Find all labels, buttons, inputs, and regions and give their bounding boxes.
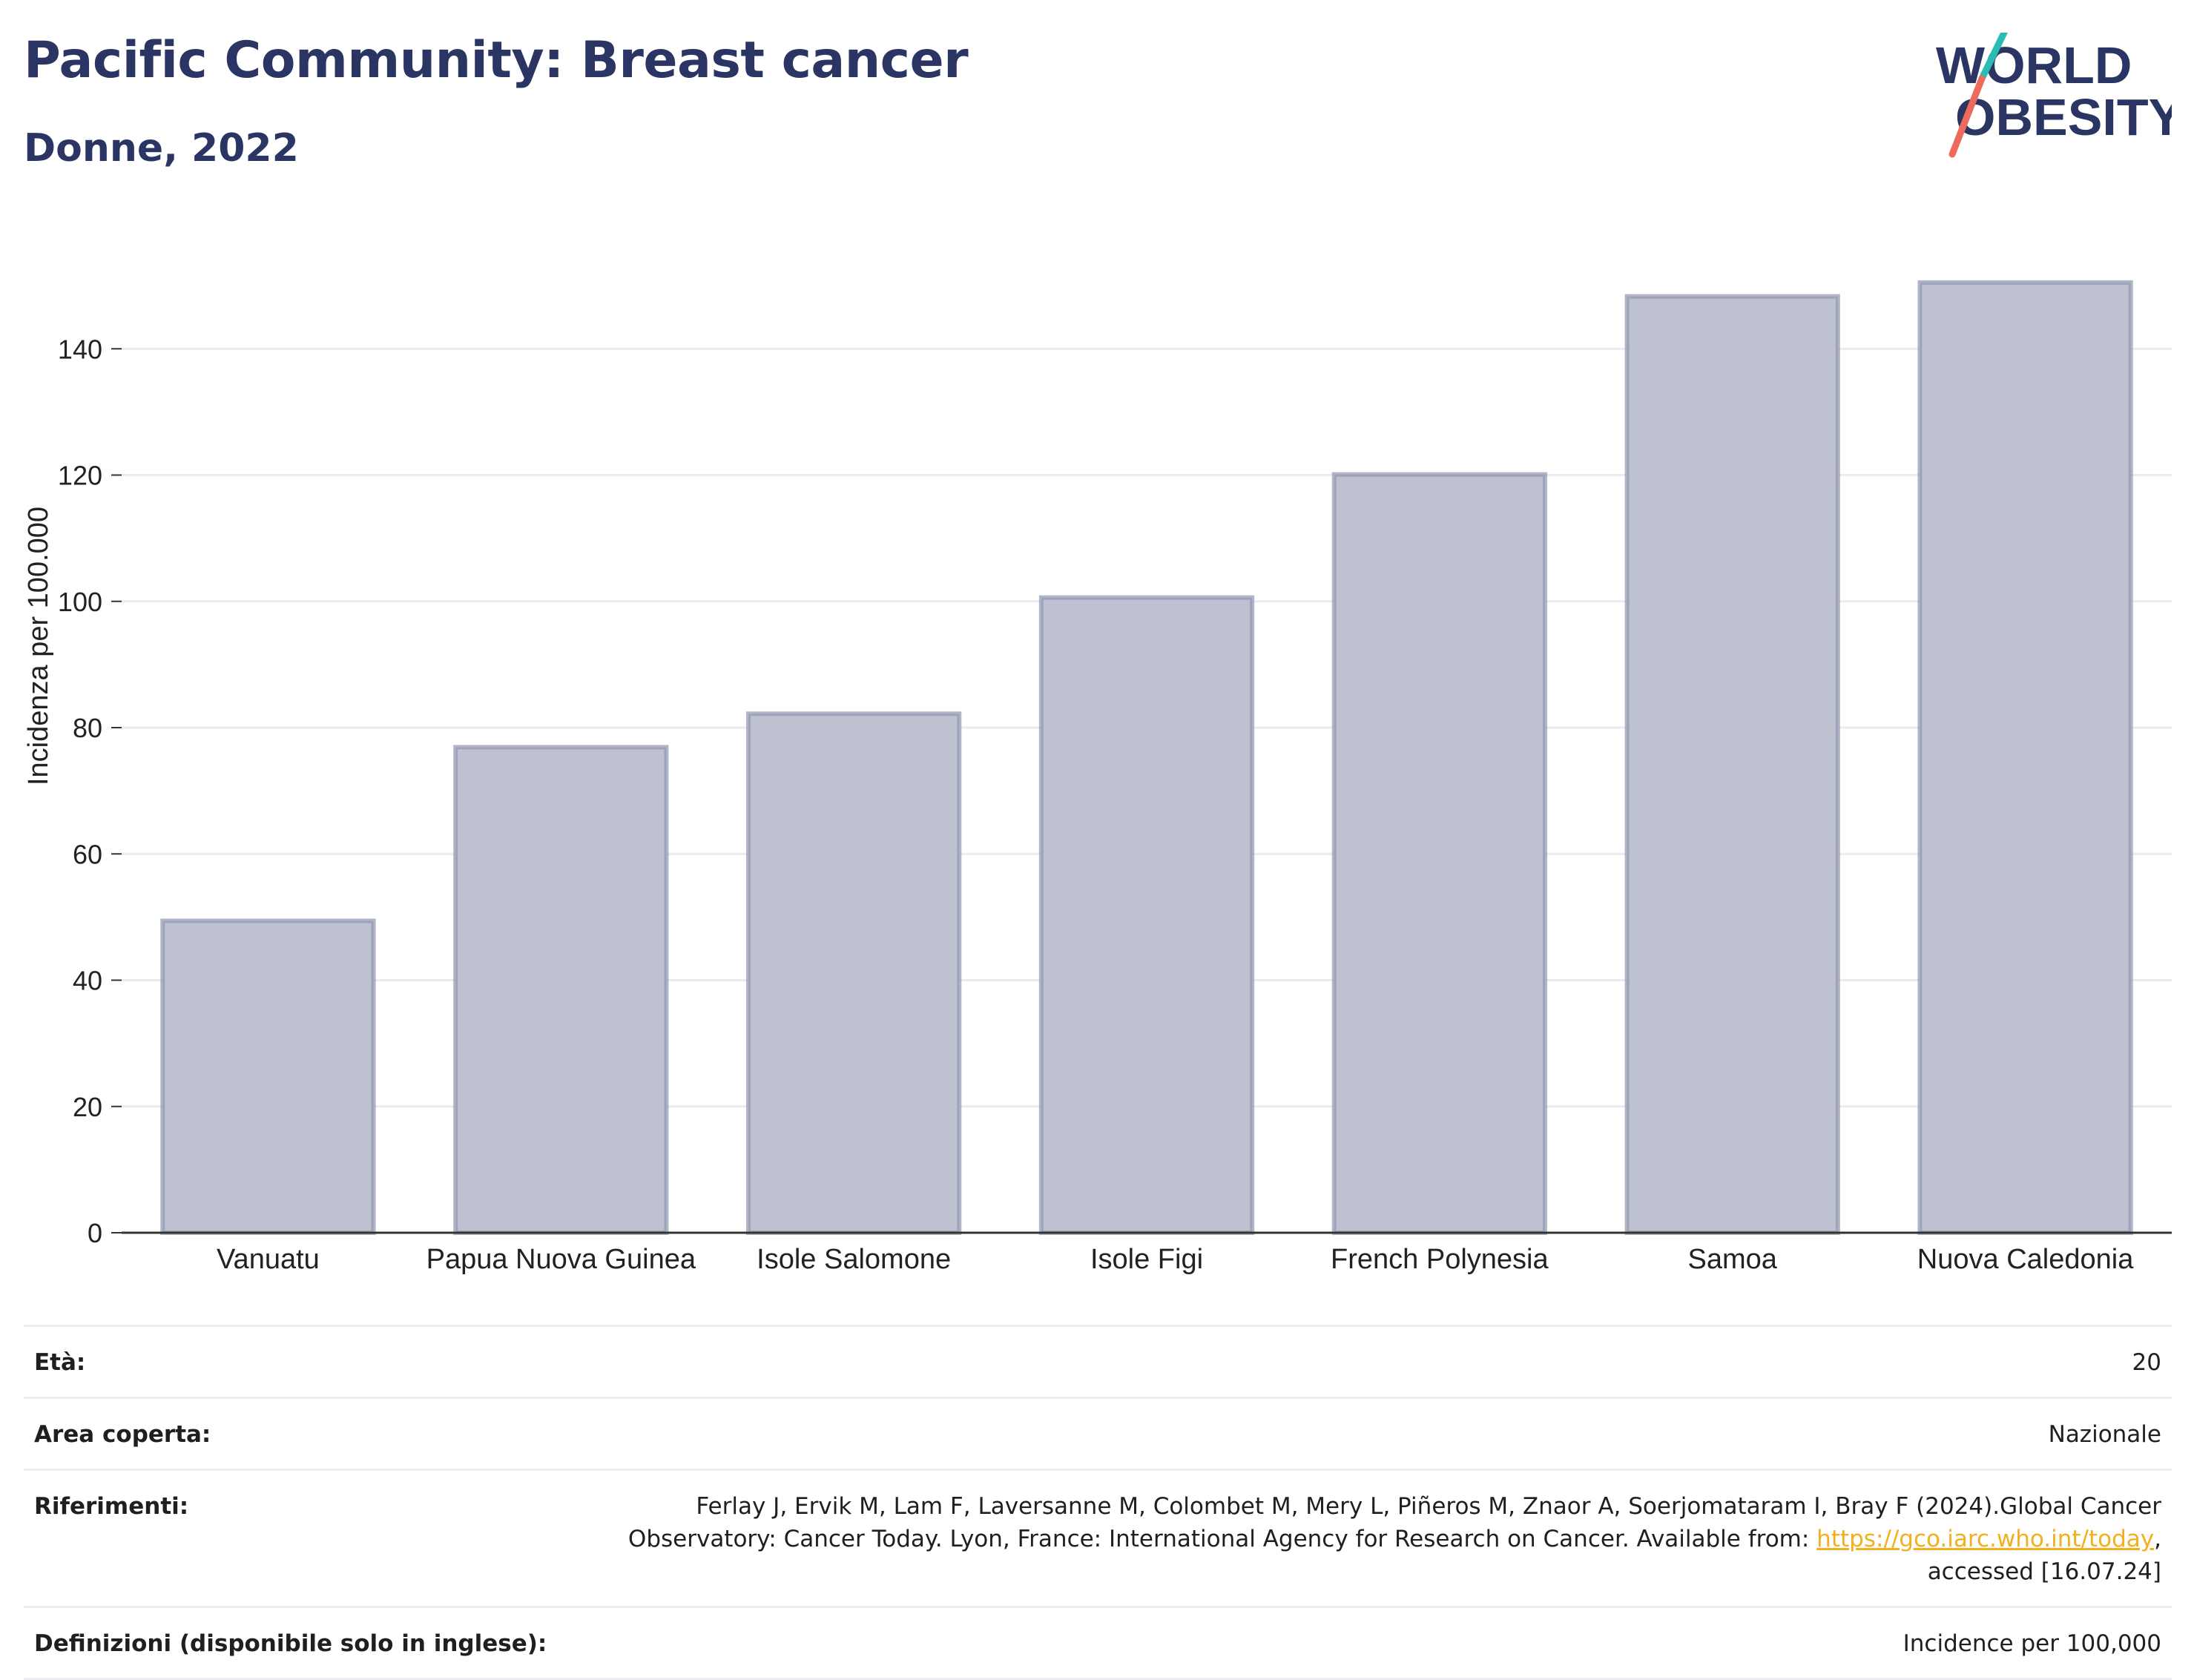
x-tick-label: Isole Figi xyxy=(1090,1244,1203,1275)
reference-text: Ferlay J, Ervik M, Lam F, Laversanne M, … xyxy=(627,1493,2161,1552)
info-label-age: Età: xyxy=(24,1325,558,1399)
x-tick-label: Isole Salomone xyxy=(757,1244,951,1275)
y-tick-label: 0 xyxy=(88,1218,102,1248)
info-row-age: Età: 20 xyxy=(24,1325,2172,1399)
info-label-references: Riferimenti: xyxy=(24,1469,558,1608)
x-tick-label: Samoa xyxy=(1688,1244,1778,1275)
chart-subtitle: Donne, 2022 xyxy=(24,126,299,171)
bar-chart: 0 20 40 60 80 100 120 140 Vanuatu Papua Nuova Gui… xyxy=(23,280,2172,1275)
x-tick-label: Papua Nuova Guinea xyxy=(426,1244,696,1275)
reference-link[interactable]: https://gco.iarc.who.int/today xyxy=(1816,1526,2155,1552)
axes: 0 20 40 60 80 100 120 140 Vanuatu Papua Nuova Gui… xyxy=(58,334,2172,1275)
x-tick-label: Vanuatu xyxy=(217,1244,320,1275)
y-tick-label: 60 xyxy=(73,839,102,869)
bar[interactable] xyxy=(1917,280,2133,1235)
info-row-coverage: Area coperta: Nazionale xyxy=(24,1397,2172,1471)
bars xyxy=(160,280,2133,1236)
info-row-references: Riferimenti: Ferlay J, Ervik M, Lam F, L… xyxy=(24,1469,2172,1608)
y-tick-label: 120 xyxy=(58,461,102,491)
x-tick-label: French Polynesia xyxy=(1331,1244,1549,1275)
world-obesity-logo: WORLD OBESITY xyxy=(1936,33,2172,158)
bar[interactable] xyxy=(160,918,376,1235)
y-tick-label: 40 xyxy=(73,966,102,996)
y-tick-label: 20 xyxy=(73,1092,102,1122)
logo-word-obesity: OBESITY xyxy=(1955,88,2172,146)
x-tick-label: Nuova Caledonia xyxy=(1917,1244,2134,1275)
info-value-references: Ferlay J, Ervik M, Lam F, Laversanne M, … xyxy=(557,1469,2172,1608)
bar[interactable] xyxy=(1331,472,1548,1235)
bar[interactable] xyxy=(1624,294,1840,1236)
info-value-coverage: Nazionale xyxy=(557,1397,2172,1471)
bar[interactable] xyxy=(745,711,962,1235)
logo-slash-top xyxy=(1978,33,2008,82)
logo-slash-bottom xyxy=(1948,75,1986,158)
y-tick-label: 100 xyxy=(58,587,102,617)
bar[interactable] xyxy=(1038,595,1255,1235)
info-value-age: 20 xyxy=(557,1325,2172,1399)
reference-accessed: , accessed [16.07.24] xyxy=(1927,1526,2161,1585)
metadata-table: Età: 20 Area coperta: Nazionale Riferime… xyxy=(24,1325,2172,1680)
y-axis-label: Incidenza per 100.000 xyxy=(23,507,54,785)
logo-word-world: WORLD xyxy=(1936,36,2132,94)
y-tick-label: 140 xyxy=(58,334,102,364)
info-label-definitions: Definizioni (disponibile solo in inglese… xyxy=(24,1606,558,1680)
info-label-coverage: Area coperta: xyxy=(24,1397,558,1471)
y-tick-label: 80 xyxy=(73,713,102,743)
info-row-definitions: Definizioni (disponibile solo in inglese… xyxy=(24,1606,2172,1680)
chart-title: Pacific Community: Breast cancer xyxy=(24,31,969,90)
bar[interactable] xyxy=(453,745,669,1235)
info-value-definitions: Incidence per 100,000 xyxy=(557,1606,2172,1680)
